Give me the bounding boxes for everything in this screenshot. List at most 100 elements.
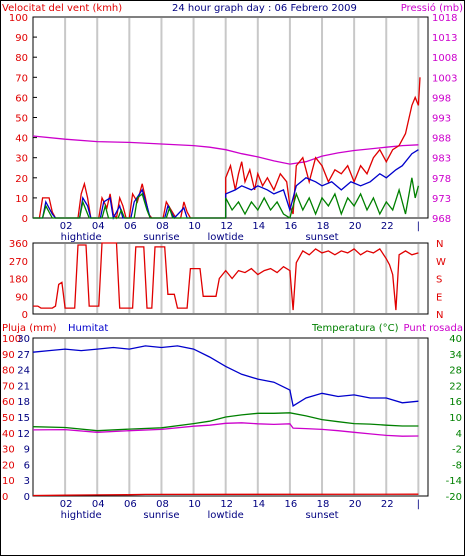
- pressure-title: Pressió (mb): [401, 2, 463, 14]
- y-tick-rain: 30: [2, 445, 15, 456]
- y-tick-temperature: -8: [452, 460, 462, 471]
- temperature-title: Temperatura (°C): [311, 323, 399, 334]
- y-tick-rain: 80: [2, 366, 15, 377]
- y-tick-rain: 20: [2, 460, 15, 471]
- wind-title: Velocitat del vent (kmh): [2, 3, 122, 14]
- y-tick-temperature: 40: [449, 334, 462, 345]
- x-tick-hour: 14: [252, 221, 265, 232]
- y-tick-temperature: -2: [452, 445, 462, 456]
- x-tick-hour: 08: [156, 499, 169, 510]
- y-tick-humidity: 24: [17, 366, 30, 377]
- series-dew-point: [32, 422, 419, 437]
- x-label-event: sunrise: [143, 232, 179, 243]
- x-tick-hour: 02: [60, 221, 73, 232]
- x-tick-hour: 14: [252, 499, 265, 510]
- y-tick-wind: 60: [15, 93, 28, 104]
- x-label-event: lowtide: [208, 510, 244, 521]
- x-tick-hour: 06: [124, 499, 137, 510]
- y-tick-humidity: 0: [24, 492, 30, 503]
- y-tick-compass: N: [436, 310, 443, 321]
- y-tick-wind: 70: [15, 73, 28, 84]
- y-tick-direction: 90: [15, 292, 28, 303]
- y-tick-pressure: 968: [432, 214, 451, 225]
- y-tick-temperature: 16: [449, 397, 462, 408]
- x-tick-hour: 16: [285, 499, 298, 510]
- y-tick-rain: 50: [2, 413, 15, 424]
- y-tick-compass: W: [436, 257, 446, 268]
- y-tick-pressure: 993: [432, 114, 451, 125]
- y-tick-wind: 10: [15, 194, 28, 205]
- humidity-title: Humitat: [68, 323, 108, 334]
- y-tick-rain: 0: [2, 492, 8, 503]
- series-humidity: [32, 345, 419, 407]
- series-rain: [32, 493, 419, 497]
- x-label-event: hightide: [61, 510, 102, 521]
- y-tick-wind: 20: [15, 174, 28, 185]
- y-tick-humidity: 30: [17, 334, 30, 345]
- x-tick-hour: 18: [317, 499, 330, 510]
- y-tick-humidity: 18: [17, 397, 30, 408]
- y-tick-direction: 360: [9, 239, 28, 250]
- y-tick-rain: 40: [2, 429, 15, 440]
- x-tick-hour: 08: [156, 221, 169, 232]
- x-label-event: sunset: [305, 232, 338, 243]
- y-tick-humidity: 12: [17, 429, 30, 440]
- x-tick-hour: 10: [188, 499, 201, 510]
- y-tick-compass: S: [436, 275, 442, 286]
- y-tick-pressure: 1013: [432, 33, 457, 44]
- y-tick-direction: 270: [9, 257, 28, 268]
- x-tick-hour: 12: [220, 221, 233, 232]
- x-tick-hour: 16: [285, 221, 298, 232]
- y-tick-wind: 90: [15, 33, 28, 44]
- y-tick-wind: 30: [15, 154, 28, 165]
- x-label-event: sunset: [305, 510, 338, 521]
- y-tick-pressure: 978: [432, 174, 451, 185]
- y-tick-pressure: 998: [432, 93, 451, 104]
- y-tick-wind: 40: [15, 134, 28, 145]
- y-tick-temperature: 4: [456, 429, 462, 440]
- y-tick-pressure: 983: [432, 154, 451, 165]
- y-tick-humidity: 6: [24, 460, 30, 471]
- y-tick-temperature: 28: [449, 366, 462, 377]
- x-label-event: hightide: [61, 232, 102, 243]
- y-tick-humidity: 3: [24, 476, 30, 487]
- y-tick-humidity: 21: [17, 381, 30, 392]
- y-tick-wind: 100: [9, 13, 28, 24]
- x-tick-hour: 04: [92, 499, 105, 510]
- y-tick-compass: E: [436, 292, 442, 303]
- x-tick-end: |: [417, 221, 420, 232]
- y-tick-temperature: 34: [449, 350, 462, 361]
- y-tick-pressure: 973: [432, 194, 451, 205]
- x-tick-hour: 06: [124, 221, 137, 232]
- y-tick-direction: 0: [22, 310, 28, 321]
- rain-title: Pluja (mm): [2, 323, 57, 334]
- x-label-event: sunrise: [143, 510, 179, 521]
- y-tick-temperature: 22: [449, 381, 462, 392]
- y-tick-temperature: -14: [446, 476, 462, 487]
- x-tick-hour: 18: [317, 221, 330, 232]
- series-temperature: [32, 412, 419, 432]
- y-tick-rain: 100: [2, 334, 21, 345]
- y-tick-compass: N: [436, 239, 443, 250]
- x-tick-hour: 12: [220, 499, 233, 510]
- y-tick-wind: 0: [22, 214, 28, 225]
- humidity-panel: [32, 337, 429, 497]
- x-tick-end: |: [417, 499, 420, 510]
- y-tick-humidity: 27: [17, 350, 30, 361]
- y-tick-wind: 80: [15, 53, 28, 64]
- series-wind-gust: [33, 77, 421, 220]
- y-tick-temperature: 10: [449, 413, 462, 424]
- y-tick-pressure: 988: [432, 134, 451, 145]
- y-tick-rain: 60: [2, 397, 15, 408]
- x-tick-hour: 02: [60, 499, 73, 510]
- series-pressure: [32, 135, 419, 165]
- direction-panel: [32, 242, 429, 315]
- date-title: 24 hour graph day : 06 Febrero 2009: [172, 3, 357, 14]
- dewpoint-title: Punt rosada: [404, 323, 463, 334]
- x-tick-hour: 22: [381, 221, 394, 232]
- x-tick-hour: 10: [188, 221, 201, 232]
- y-tick-pressure: 1008: [432, 53, 457, 64]
- y-tick-temperature: -20: [446, 492, 462, 503]
- y-tick-pressure: 1003: [432, 73, 457, 84]
